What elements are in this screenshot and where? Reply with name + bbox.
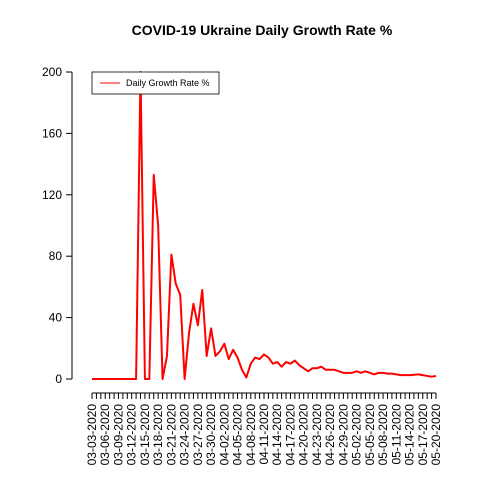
x-tick-label: 04-05-2020 <box>231 404 245 466</box>
x-tick-label: 03-06-2020 <box>98 404 112 466</box>
x-tick-label: 04-02-2020 <box>217 404 231 466</box>
x-tick-label: 04-17-2020 <box>283 404 297 466</box>
chart-title: COVID-19 Ukraine Daily Growth Rate % <box>132 22 393 38</box>
x-tick-label: 04-08-2020 <box>244 404 258 466</box>
x-tick-label: 04-26-2020 <box>323 404 337 466</box>
x-tick-label: 03-12-2020 <box>125 404 139 466</box>
x-tick-label: 05-05-2020 <box>363 404 377 466</box>
x-tick-label: 05-08-2020 <box>376 404 390 466</box>
plot-area <box>92 71 437 380</box>
x-tick-label: 03-27-2020 <box>191 404 205 466</box>
x-tick-label: 03-03-2020 <box>85 404 99 466</box>
x-tick-label: 04-20-2020 <box>297 404 311 466</box>
y-axis: 0 40 80 120 160 200 <box>42 65 73 386</box>
x-tick-label: 05-11-2020 <box>389 404 403 465</box>
x-tick-label: 03-30-2020 <box>204 404 218 466</box>
legend: Daily Growth Rate % <box>91 71 220 95</box>
y-tick-label: 160 <box>42 126 62 140</box>
x-tick-label: 05-14-2020 <box>403 404 417 466</box>
x-tick-label: 04-29-2020 <box>336 404 350 466</box>
series-line <box>92 71 437 380</box>
x-tick-label: 04-23-2020 <box>310 404 324 466</box>
y-tick-label: 120 <box>42 188 62 202</box>
x-tick-label: 03-09-2020 <box>111 404 125 466</box>
x-tick-label: 05-20-2020 <box>429 404 443 466</box>
x-axis: 03-03-2020 03-06-2020 03-09-2020 03-12-2020… <box>85 392 443 466</box>
x-tick-label: 03-18-2020 <box>151 404 165 466</box>
y-tick-label: 80 <box>49 249 63 263</box>
legend-label: Daily Growth Rate % <box>126 78 210 88</box>
y-tick-label: 0 <box>55 372 62 386</box>
legend-box <box>91 71 220 95</box>
x-tick-label: 03-15-2020 <box>138 404 152 466</box>
x-tick-label: 04-11-2020 <box>257 404 271 465</box>
x-tick-label: 03-24-2020 <box>178 404 192 466</box>
x-tick-label: 05-17-2020 <box>416 404 430 466</box>
x-tick-label: 03-21-2020 <box>164 404 178 466</box>
y-tick-label: 200 <box>42 65 62 79</box>
y-tick-label: 40 <box>49 311 63 325</box>
x-tick-label: 04-14-2020 <box>270 404 284 466</box>
x-tick-label: 05-02-2020 <box>350 404 364 466</box>
